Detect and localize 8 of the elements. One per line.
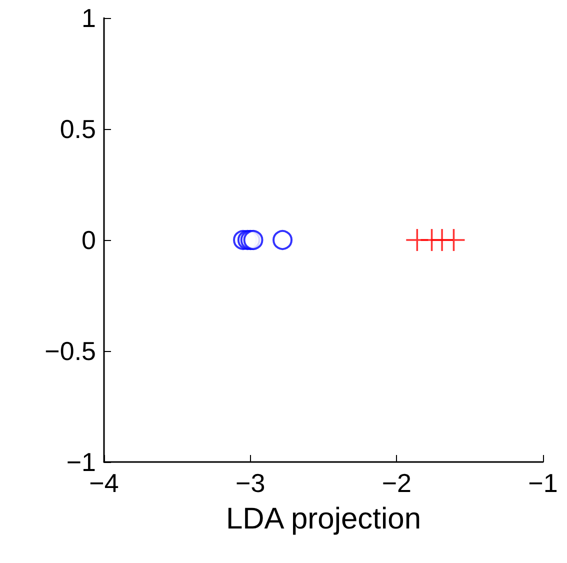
x-tick-label: −1 (528, 468, 558, 498)
y-tick-label: 0 (82, 225, 96, 255)
y-tick-label: 1 (82, 3, 96, 33)
x-axis-title: LDA projection (226, 502, 422, 536)
x-tick-label: −3 (236, 468, 266, 498)
y-tick-label: −0.5 (44, 336, 96, 366)
x-tick-label: −2 (382, 468, 412, 498)
y-tick-label: 0.5 (60, 114, 96, 144)
